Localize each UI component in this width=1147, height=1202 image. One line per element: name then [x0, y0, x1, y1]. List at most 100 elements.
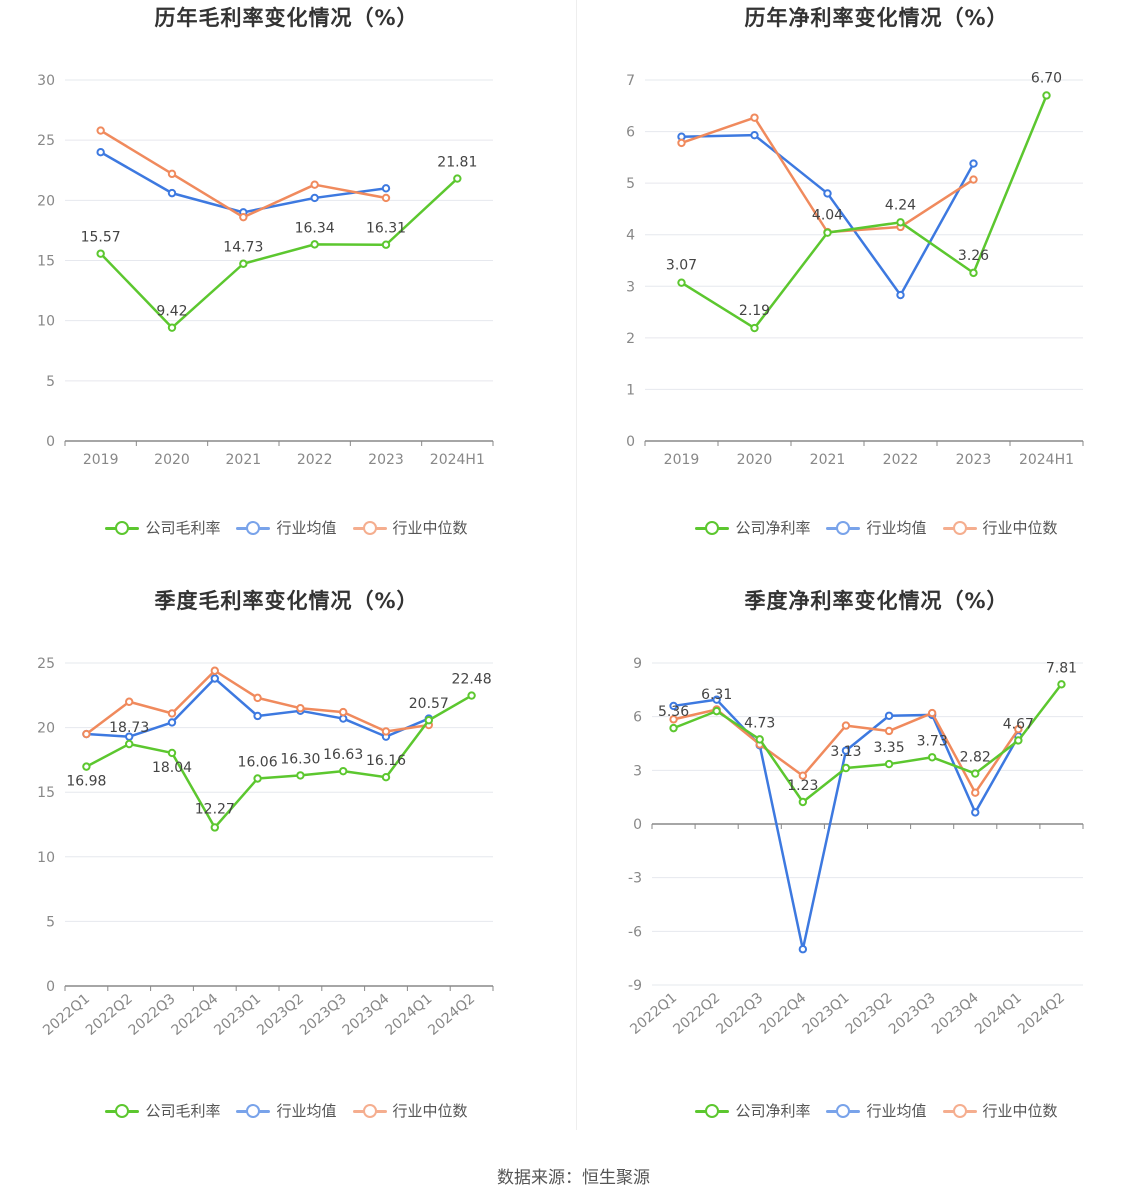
data-label: 7.81: [1046, 660, 1077, 676]
legend-item[interactable]: 行业均值: [236, 517, 337, 538]
data-point: [669, 723, 678, 733]
data-point: [927, 708, 937, 718]
data-point: [669, 701, 678, 711]
data-point: [210, 674, 220, 683]
data-point: [167, 748, 177, 758]
data-point: [750, 130, 759, 140]
data-point: [971, 808, 980, 817]
data-label: 3.35: [873, 740, 904, 756]
legend-label: 行业中位数: [392, 1102, 468, 1120]
legend-line-icon: [105, 520, 140, 535]
data-source: 数据来源：恒生聚源: [497, 1168, 650, 1188]
legend-item[interactable]: 行业均值: [236, 1100, 337, 1121]
chart-legend: 公司毛利率 行业均值 行业中位数: [0, 1100, 573, 1121]
legend-item[interactable]: 行业中位数: [942, 1100, 1058, 1121]
legend-line-icon: [105, 1103, 140, 1118]
legend-item[interactable]: 行业均值: [826, 1100, 927, 1121]
legend-item[interactable]: 公司净利率: [695, 517, 810, 538]
data-point: [798, 797, 808, 807]
chart-title: 历年毛利率变化情况（%）: [154, 6, 419, 30]
y-tick-label: 10: [37, 314, 55, 330]
data-label: 16.34: [295, 220, 335, 236]
x-tick-label: 2023: [368, 452, 404, 468]
legend-item[interactable]: 公司毛利率: [105, 1100, 220, 1121]
y-tick-label: 9: [633, 656, 642, 672]
x-tick-label: 2020: [737, 452, 773, 468]
data-point: [669, 715, 678, 724]
y-tick-label: 15: [37, 254, 55, 270]
data-label: 14.73: [223, 240, 263, 256]
data-point: [750, 323, 759, 333]
legend-label: 行业均值: [866, 1102, 927, 1120]
data-point: [381, 184, 391, 193]
data-label: 6.70: [1031, 70, 1062, 86]
data-point: [467, 691, 476, 700]
legend-label: 行业中位数: [982, 519, 1058, 537]
data-point: [167, 709, 177, 718]
y-tick-label: 25: [37, 133, 55, 149]
data-label: 4.24: [885, 197, 916, 213]
legend-line-icon: [236, 1103, 271, 1118]
y-tick-label: 30: [37, 73, 55, 89]
x-tick-label: 2022Q3: [126, 991, 179, 1039]
data-point: [884, 711, 894, 720]
y-tick-label: 0: [46, 434, 55, 450]
legend-line-icon: [695, 520, 730, 535]
x-tick-label: 2023Q3: [886, 990, 939, 1038]
y-tick-label: 3: [633, 763, 642, 779]
legend-item[interactable]: 行业中位数: [352, 517, 468, 538]
data-point: [712, 695, 721, 704]
x-tick-label: 2022Q1: [627, 990, 680, 1038]
legend-label: 行业均值: [866, 519, 927, 537]
annual-net-margin-chart: 0 1 2 3 4 5 6 7 2019 2020 2021 2022 2023 2024H1 3.07 2.…: [626, 70, 1084, 468]
data-label: 4.04: [812, 208, 843, 224]
data-point: [310, 180, 319, 189]
legend-item[interactable]: 行业中位数: [352, 1100, 468, 1121]
legend-item[interactable]: 行业均值: [826, 517, 927, 538]
data-label: 12.27: [195, 801, 235, 817]
x-tick-label: 2022: [297, 452, 333, 468]
x-tick-label: 2023Q4: [340, 991, 393, 1039]
data-point: [677, 138, 686, 148]
legend-label: 公司毛利率: [145, 519, 221, 537]
data-point: [210, 823, 220, 832]
data-point: [381, 773, 391, 782]
data-label: 15.57: [81, 230, 121, 246]
x-tick-label: 2022Q2: [670, 990, 723, 1038]
data-point: [798, 945, 808, 954]
chart-title: 季度毛利率变化情况（%）: [154, 589, 419, 613]
data-label: 1.23: [787, 778, 818, 794]
data-point: [823, 228, 832, 237]
legend-item[interactable]: 公司净利率: [695, 1100, 810, 1121]
data-point: [125, 739, 134, 749]
data-label: 3.73: [917, 733, 948, 749]
x-tick-label: 2020: [154, 452, 190, 468]
y-tick-label: 6: [633, 710, 642, 726]
legend-line-icon: [236, 520, 271, 535]
data-point: [82, 762, 91, 771]
data-label: 21.81: [437, 155, 477, 171]
y-tick-label: 15: [37, 785, 55, 801]
data-point: [823, 189, 832, 198]
data-point: [167, 718, 177, 727]
data-point: [896, 290, 905, 300]
data-point: [884, 726, 894, 736]
annual-gross-margin-chart: 0 5 10 15 20 25 30 2019 2020 2021 2022 2023 2024H1 15…: [37, 73, 494, 468]
data-point: [339, 766, 348, 776]
y-tick-label: 4: [626, 228, 635, 244]
y-tick-label: 0: [626, 434, 635, 450]
data-point: [755, 735, 764, 744]
panel-divider: [576, 0, 577, 1130]
data-point: [884, 759, 894, 769]
x-tick-label: 2022Q4: [169, 991, 222, 1039]
x-tick-label: 2023Q4: [929, 990, 982, 1038]
legend-item[interactable]: 公司毛利率: [105, 517, 220, 538]
legend-label: 行业中位数: [982, 1102, 1058, 1120]
legend-item[interactable]: 行业中位数: [942, 517, 1058, 538]
data-point: [1057, 680, 1066, 689]
y-tick-label: -9: [628, 978, 642, 994]
y-tick-label: 1: [626, 382, 635, 398]
legend-line-icon: [942, 1103, 977, 1118]
data-point: [841, 763, 851, 773]
data-point: [841, 721, 851, 730]
